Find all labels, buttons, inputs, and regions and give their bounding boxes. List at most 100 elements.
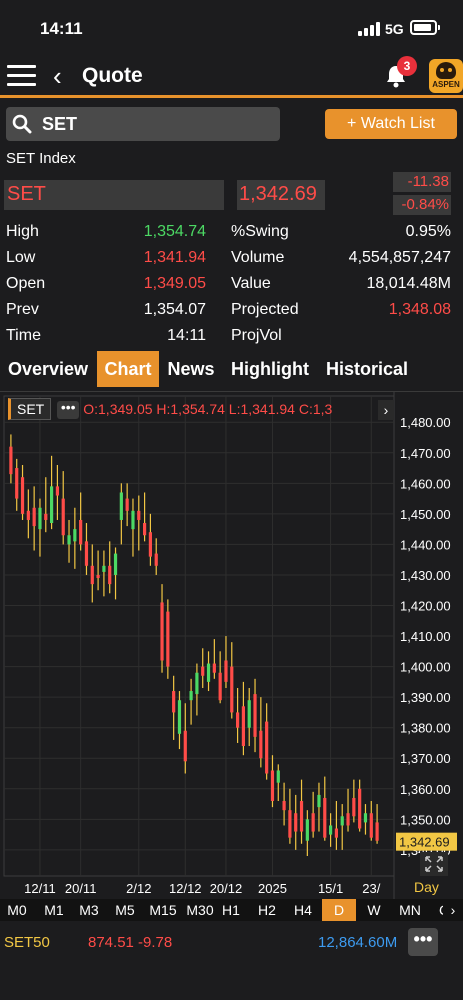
candle-body xyxy=(195,672,199,695)
menu-icon[interactable] xyxy=(7,65,36,87)
page-title: Quote xyxy=(82,64,143,87)
y-tick-label: 1,380.00 xyxy=(400,721,451,736)
tab-news[interactable]: News xyxy=(167,359,215,379)
last-price-box: 1,342.69 xyxy=(237,180,325,210)
y-tick-label: 1,470.00 xyxy=(400,446,451,461)
timeframe-option[interactable]: H2 xyxy=(258,902,276,918)
chart-more-button[interactable]: ••• xyxy=(57,400,80,419)
bottom-ticker[interactable]: SET50 874.51 -9.78 12,864.60M ••• xyxy=(0,926,463,958)
candle-body xyxy=(334,828,339,838)
search-box[interactable] xyxy=(6,107,280,141)
quote-tabs: Overview Chart News Highlight Historical xyxy=(0,351,463,387)
tab-historical[interactable]: Historical xyxy=(325,359,409,379)
ticker-symbol: SET50 xyxy=(4,934,50,951)
y-tick-label: 1,440.00 xyxy=(400,537,451,552)
last-price-label: 1,342.69 xyxy=(399,835,450,850)
timeframe-option[interactable]: M5 xyxy=(115,902,135,918)
ticker-value: 12,864.60M xyxy=(318,934,398,951)
timeframe-option[interactable]: M1 xyxy=(44,902,64,918)
stat-value: 4,554,857,247 xyxy=(348,249,451,266)
status-bar: 14:11 5G xyxy=(0,0,463,56)
candle-body xyxy=(212,663,216,673)
timeframe-option[interactable]: H4 xyxy=(294,902,312,918)
timeframe-option[interactable]: M30 xyxy=(186,902,214,918)
x-tick-label: 2/12 xyxy=(126,881,151,896)
candle-body xyxy=(166,611,170,667)
network-label: 5G xyxy=(385,21,404,37)
timeframe-option[interactable]: M3 xyxy=(79,902,99,918)
stat-label: High xyxy=(6,223,39,240)
change-value: -11.38 xyxy=(407,173,449,190)
tab-overview[interactable]: Overview xyxy=(7,359,89,379)
timeframe-scroll-arrow[interactable]: › xyxy=(443,900,463,920)
candlestick-chart[interactable]: 1,480.00 1,470.00 1,460.00 1,450.00 1,440.00… xyxy=(0,392,463,899)
candle-body xyxy=(363,813,368,823)
y-tick-label: 1,360.00 xyxy=(400,782,451,797)
candle-body xyxy=(26,510,30,520)
stat-label: Time xyxy=(6,327,41,344)
y-tick-label: 1,480.00 xyxy=(400,415,451,430)
status-time: 14:11 xyxy=(40,19,83,38)
legend-expand-arrow[interactable]: › xyxy=(378,400,394,420)
candle-body xyxy=(73,529,77,542)
candle-body xyxy=(84,541,89,566)
candle-body xyxy=(79,519,83,545)
candle-body xyxy=(328,825,333,835)
notification-badge[interactable]: 3 xyxy=(397,56,417,76)
x-tick-label: 20/11 xyxy=(65,881,97,896)
stat-value: 1,349.05 xyxy=(143,275,206,292)
aspen-logo[interactable]: ASPEN xyxy=(429,59,463,93)
candle-body xyxy=(369,813,373,838)
timeframe-bar: M0 M1 M3 M5 M15 M30 H1 H2 H4 D W MN C › xyxy=(0,899,463,921)
tab-chart[interactable]: Chart xyxy=(97,351,159,387)
candle-body xyxy=(113,553,118,575)
candle-body xyxy=(299,801,304,832)
candle-body xyxy=(294,813,298,832)
candle-body xyxy=(340,816,344,826)
timeframe-option[interactable]: W xyxy=(367,902,381,918)
candle-body xyxy=(32,507,36,527)
candle-body xyxy=(253,694,257,737)
y-tick-label: 1,410.00 xyxy=(400,629,451,644)
stat-label: Value xyxy=(231,275,271,292)
x-tick-label: 12/12 xyxy=(169,881,202,896)
candle-body xyxy=(218,672,222,701)
candle-body xyxy=(148,532,153,557)
candle-body xyxy=(38,507,42,530)
candle-body xyxy=(160,602,164,661)
candle-body xyxy=(282,801,286,811)
candle-body xyxy=(259,730,263,759)
back-icon[interactable]: ‹ xyxy=(53,61,62,91)
stat-value: 1,341.94 xyxy=(143,249,206,266)
tab-highlight[interactable]: Highlight xyxy=(231,359,309,379)
candle-body xyxy=(108,565,112,585)
timeframe-option[interactable]: M0 xyxy=(7,902,27,918)
ohlc-values: O:1,349.05 H:1,354.74 L:1,341.94 C:1,3 xyxy=(83,401,333,417)
candle-body xyxy=(276,770,280,783)
price-chart[interactable]: 1,480.00 1,470.00 1,460.00 1,450.00 1,440.00… xyxy=(0,391,463,899)
fullscreen-icon[interactable] xyxy=(420,852,448,876)
stat-label: Projected xyxy=(231,301,299,318)
candle-body xyxy=(189,691,193,701)
ticker-more-button[interactable]: ••• xyxy=(408,928,438,956)
timeframe-option[interactable]: MN xyxy=(399,902,421,918)
change-pct-box: -0.84% xyxy=(393,195,451,215)
chart-symbol[interactable]: SET xyxy=(8,398,52,420)
candle-body xyxy=(142,523,147,536)
candle-body xyxy=(9,446,13,475)
candle-body xyxy=(125,498,129,511)
timeframe-option[interactable]: D xyxy=(322,899,356,921)
watch-list-button[interactable]: + Watch List xyxy=(325,109,457,139)
timeframe-option[interactable]: M15 xyxy=(149,902,177,918)
stat-label: Low xyxy=(6,249,36,266)
candle-body xyxy=(224,660,228,682)
timeframe-option[interactable]: H1 xyxy=(222,902,240,918)
stat-label: Prev xyxy=(6,301,39,318)
candle-body xyxy=(270,770,275,802)
candle-body xyxy=(119,492,123,520)
candle-body xyxy=(201,666,205,676)
search-input[interactable] xyxy=(42,111,272,137)
candle-body xyxy=(352,797,356,817)
candle-body xyxy=(206,663,211,682)
symbol-text: SET xyxy=(7,183,46,205)
